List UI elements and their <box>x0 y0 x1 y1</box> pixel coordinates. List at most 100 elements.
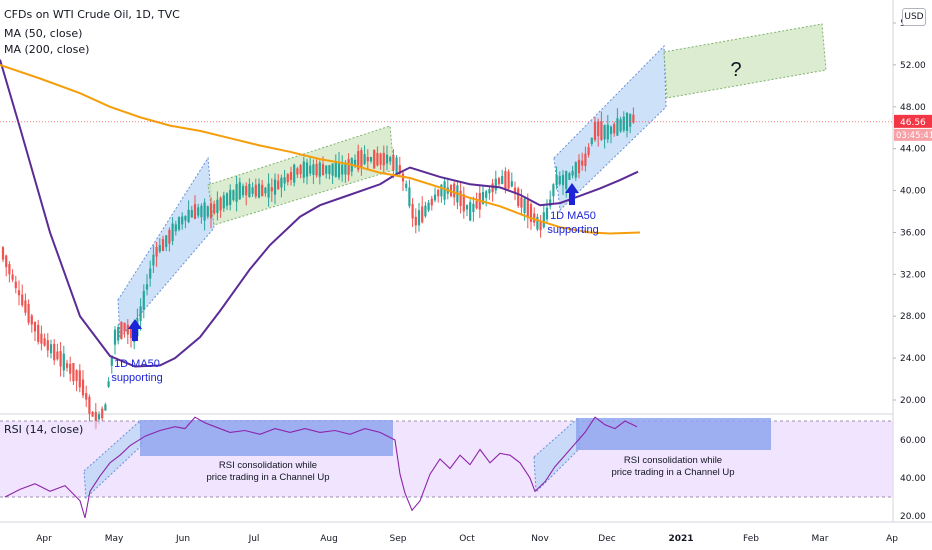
candle-body <box>315 163 318 176</box>
time-tick-label: Ap <box>886 534 898 544</box>
ma200-legend[interactable]: MA (200, close) <box>4 43 90 56</box>
candle-body <box>309 165 312 174</box>
candle-body <box>219 197 222 211</box>
candle-body <box>565 170 568 189</box>
candle-body <box>475 200 478 209</box>
candle-body <box>168 229 171 244</box>
candle-body <box>187 209 190 223</box>
candle-body <box>254 184 257 197</box>
price-tick-label: 32.00 <box>900 270 926 280</box>
candle-body <box>209 203 213 219</box>
candle-body <box>501 176 504 185</box>
candle-body <box>437 189 440 197</box>
candle-body <box>459 190 462 206</box>
candle-body <box>193 204 197 219</box>
ma50-legend[interactable]: MA (50, close) <box>4 27 83 40</box>
rsi-annotation-1-line1: RSI consolidation while <box>219 460 317 471</box>
candle-body <box>398 165 401 174</box>
candle-body <box>622 116 625 131</box>
candle-body <box>293 164 296 183</box>
candle-body <box>510 181 513 187</box>
candle-body <box>405 183 408 188</box>
candle-body <box>27 303 30 323</box>
candle-body <box>357 151 360 170</box>
candle-body <box>561 174 565 186</box>
countdown-tag <box>894 128 932 141</box>
candle-body <box>331 163 334 176</box>
candle-body <box>606 124 609 140</box>
rsi-tick-label: 20.00 <box>900 512 926 522</box>
candle-body <box>325 165 328 174</box>
candle-body <box>17 290 21 296</box>
time-tick-label: Apr <box>36 534 52 544</box>
rsi-legend[interactable]: RSI (14, close) <box>4 423 84 436</box>
candle-body <box>299 165 302 175</box>
candle-body <box>245 185 248 196</box>
price-tick-label: 44.00 <box>900 145 926 155</box>
candle-body <box>427 202 430 211</box>
candle-body <box>126 324 129 335</box>
candle-body <box>600 121 603 140</box>
candle-body <box>181 216 184 225</box>
price-tick-label: 36.00 <box>900 228 926 238</box>
candle-body <box>481 191 485 204</box>
candle-body <box>283 177 286 184</box>
candle-body <box>555 175 558 186</box>
candle-body <box>430 198 433 206</box>
candle-body <box>59 351 62 367</box>
candle-body <box>158 245 161 252</box>
candle-body <box>43 338 46 346</box>
candle-body <box>616 118 619 136</box>
candle-body <box>264 187 267 194</box>
rsi-tick-label: 60.00 <box>900 436 926 446</box>
candle-body <box>139 306 142 321</box>
price-tick-label: 48.00 <box>900 103 926 113</box>
question-mark: ? <box>730 59 741 81</box>
candle-body <box>56 351 59 360</box>
candle-body <box>366 156 369 162</box>
candle-body <box>88 396 91 414</box>
candle-body <box>177 217 181 230</box>
candle-body <box>389 157 392 162</box>
candle-body <box>577 159 581 174</box>
candle-body <box>270 187 273 192</box>
candle-body <box>494 178 497 191</box>
candle-body <box>513 187 517 194</box>
time-tick-label: Sep <box>390 534 407 544</box>
candle-body <box>117 327 120 341</box>
candle-body <box>472 203 475 213</box>
candle-body <box>539 221 542 231</box>
candle-body <box>280 177 283 188</box>
candle-body <box>46 340 49 351</box>
time-tick-label: Dec <box>598 534 615 544</box>
candle-body <box>433 194 437 201</box>
candle-body <box>206 206 209 217</box>
candle-body <box>85 393 88 400</box>
target-zone <box>663 23 827 99</box>
price-tick-label: 24.00 <box>900 354 926 364</box>
candle-body <box>590 137 593 145</box>
candle-body <box>241 185 245 196</box>
candle-body <box>549 199 552 207</box>
candle-body <box>174 224 177 232</box>
ma50-annotation-2-line1: 1D MA50 <box>550 210 596 222</box>
candle-body <box>40 333 43 344</box>
candle-body <box>421 206 424 223</box>
rsi-line <box>4 416 638 519</box>
candle-body <box>379 153 382 165</box>
candle-body <box>94 411 97 429</box>
candle-body <box>613 124 616 134</box>
candle-body <box>75 370 78 381</box>
candle-body <box>152 254 155 266</box>
candle-body <box>5 255 8 268</box>
price-tick-label: 40.00 <box>900 187 926 197</box>
candle-body <box>424 205 427 217</box>
candle-body <box>155 246 158 257</box>
time-tick-label: Mar <box>812 534 829 544</box>
candle-body <box>453 183 456 198</box>
candle-body <box>328 165 331 175</box>
currency-button[interactable]: USD <box>902 8 926 26</box>
candle-body <box>392 155 395 171</box>
candle-body <box>417 210 421 226</box>
